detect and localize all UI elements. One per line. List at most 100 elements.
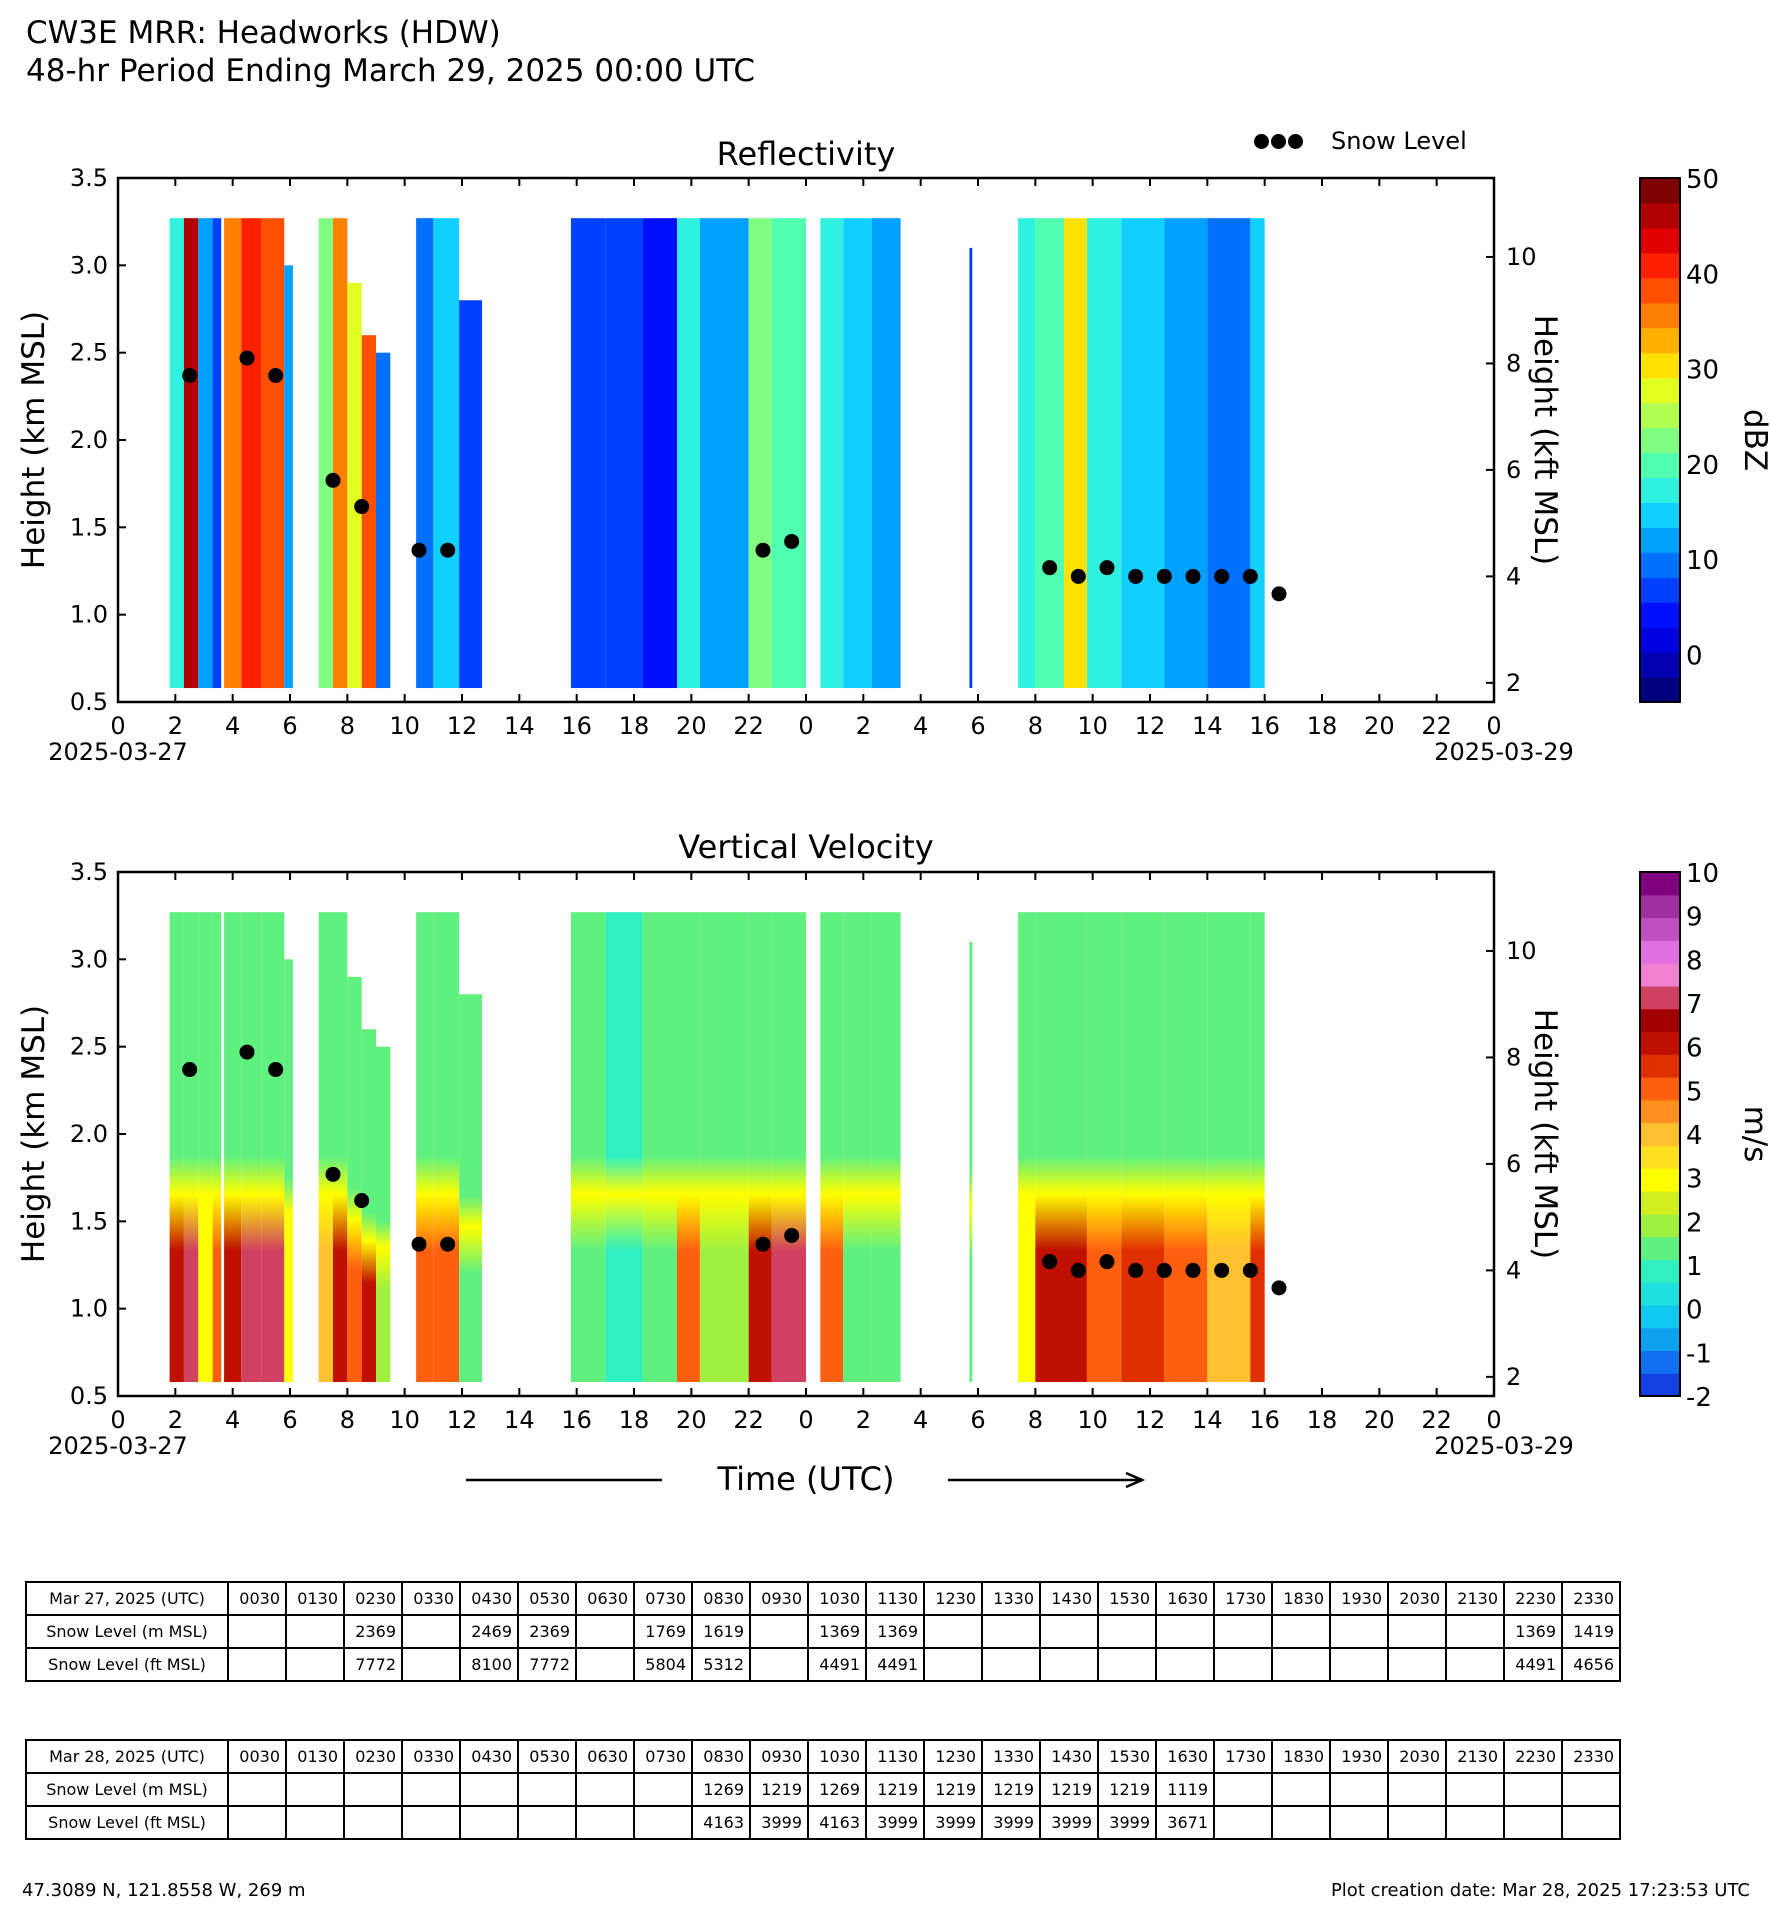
echo-strip — [1121, 912, 1165, 1383]
echo-strip — [677, 912, 700, 1383]
table-value-cell: 2369 — [343, 1614, 403, 1649]
colorbar-swatch — [1640, 227, 1680, 254]
table-time-cell: 0430 — [459, 1739, 519, 1774]
echo-strip — [1250, 912, 1265, 1383]
table-time-cell: 2330 — [1561, 1739, 1621, 1774]
colorbar-swatch — [1640, 1282, 1680, 1306]
echo-strip — [1121, 218, 1165, 689]
table-value-cell — [1445, 1772, 1505, 1807]
echo-strip — [820, 218, 844, 689]
snow-level-point — [1070, 1262, 1086, 1278]
x-tick-label: 20 — [676, 712, 707, 740]
snow-level-point — [784, 533, 800, 549]
colorbar-swatch — [1640, 352, 1680, 379]
colorbar-tick-label: 5 — [1686, 1077, 1703, 1107]
table-value-cell — [401, 1647, 461, 1682]
table-date-label: Mar 28, 2025 (UTC) — [25, 1739, 229, 1774]
table-value-cell — [1445, 1805, 1505, 1840]
echo-strip — [1164, 218, 1208, 689]
end-date-label: 2025-03-29 — [1434, 738, 1573, 766]
y-right-tick-label: 2 — [1506, 669, 1521, 697]
echo-strip — [820, 912, 844, 1383]
colorbar-swatch — [1640, 1008, 1680, 1033]
table-value-cell — [227, 1614, 287, 1649]
arrow-head-icon — [1125, 1471, 1146, 1489]
y-tick-label: 2.0 — [70, 1120, 108, 1148]
echo-strip — [284, 265, 293, 689]
legend-dot-icon — [1271, 133, 1286, 149]
echo-strip — [1064, 912, 1087, 1383]
x-tick-label: 18 — [1307, 1406, 1338, 1434]
y-right-tick-label: 8 — [1506, 349, 1521, 377]
table-value-cell: 4491 — [1503, 1647, 1563, 1682]
echo-strip — [871, 912, 901, 1383]
snow-level-table-mar28: Mar 28, 2025 (UTC) 0030 0130 0230 0330 0430 05… — [25, 1739, 1621, 1840]
colorbar-swatch — [1640, 302, 1680, 329]
snow-level-point — [1070, 568, 1086, 584]
colorbar-tick-label: 10 — [1686, 859, 1719, 889]
table-value-cell — [1503, 1772, 1563, 1807]
table-value-cell — [227, 1805, 287, 1840]
table-time-cell: 1030 — [807, 1739, 867, 1774]
snow-level-point — [411, 542, 427, 558]
table-value-cell — [1155, 1647, 1215, 1682]
echo-strip — [1164, 912, 1208, 1383]
table-value-cell — [1445, 1614, 1505, 1649]
y-tick-label: 1.0 — [70, 1295, 108, 1323]
colorbar-swatch — [1640, 963, 1680, 987]
table-value-cell: 1219 — [923, 1772, 983, 1807]
table-value-cell — [1039, 1614, 1099, 1649]
echo-strip — [1064, 218, 1087, 689]
x-tick-label: 12 — [447, 712, 478, 740]
colorbar-swatch — [1640, 477, 1680, 503]
table-time-cell: 1630 — [1155, 1581, 1215, 1616]
table-value-cell — [1039, 1647, 1099, 1682]
table-time-cell: 1430 — [1039, 1581, 1099, 1616]
echo-strip — [212, 912, 222, 1383]
table-header-row: Mar 28, 2025 (UTC) 0030 0130 0230 0330 0430 05… — [25, 1739, 1621, 1774]
x-tick-label: 10 — [1077, 712, 1108, 740]
colorbar-swatch — [1640, 985, 1680, 1010]
colorbar-tick-label: 2 — [1686, 1208, 1703, 1238]
snow-level-point — [440, 542, 456, 558]
table-value-cell — [1271, 1772, 1331, 1807]
table-time-cell: 0030 — [227, 1739, 287, 1774]
table-value-cell: 4491 — [865, 1647, 925, 1682]
table-time-cell: 1730 — [1213, 1581, 1273, 1616]
table-value-cell: 3999 — [749, 1805, 809, 1840]
snow-level-point — [1042, 1254, 1058, 1270]
y-tick-label: 0.5 — [70, 1382, 108, 1410]
table-time-cell: 2030 — [1387, 1581, 1447, 1616]
colorbar-frame — [1639, 177, 1681, 703]
start-date-label: 2025-03-27 — [48, 738, 187, 766]
echo-strip — [748, 912, 772, 1383]
snow-level-point — [1185, 1262, 1201, 1278]
legend-dot-icon — [1288, 133, 1303, 149]
table-time-cell: 0230 — [343, 1581, 403, 1616]
echo-strip — [169, 218, 184, 689]
x-tick-label: 8 — [340, 712, 355, 740]
table-time-cell: 0830 — [691, 1581, 751, 1616]
colorbar-swatch — [1640, 327, 1680, 354]
table-time-cell: 1530 — [1097, 1581, 1157, 1616]
table-time-cell: 0730 — [633, 1581, 693, 1616]
y-tick-label: 3.5 — [70, 164, 108, 192]
snow-level-point — [1099, 560, 1115, 576]
table-value-cell — [575, 1647, 635, 1682]
table-value-cell: 1369 — [807, 1614, 867, 1649]
table-time-cell: 1130 — [865, 1581, 925, 1616]
table-time-cell: 1230 — [923, 1739, 983, 1774]
snow-level-point — [411, 1236, 427, 1252]
echo-strip — [1207, 912, 1251, 1383]
y-right-tick-label: 8 — [1506, 1043, 1521, 1071]
table-value-cell — [1329, 1614, 1389, 1649]
x-tick-label: 10 — [1077, 1406, 1108, 1434]
table-value-cell — [1155, 1614, 1215, 1649]
table-time-cell: 1530 — [1097, 1739, 1157, 1774]
echo-strip — [347, 282, 362, 689]
x-tick-label: 2 — [856, 712, 871, 740]
echo-strip — [605, 218, 643, 689]
echo-strip — [1086, 218, 1122, 689]
colorbar-swatch — [1640, 552, 1680, 578]
